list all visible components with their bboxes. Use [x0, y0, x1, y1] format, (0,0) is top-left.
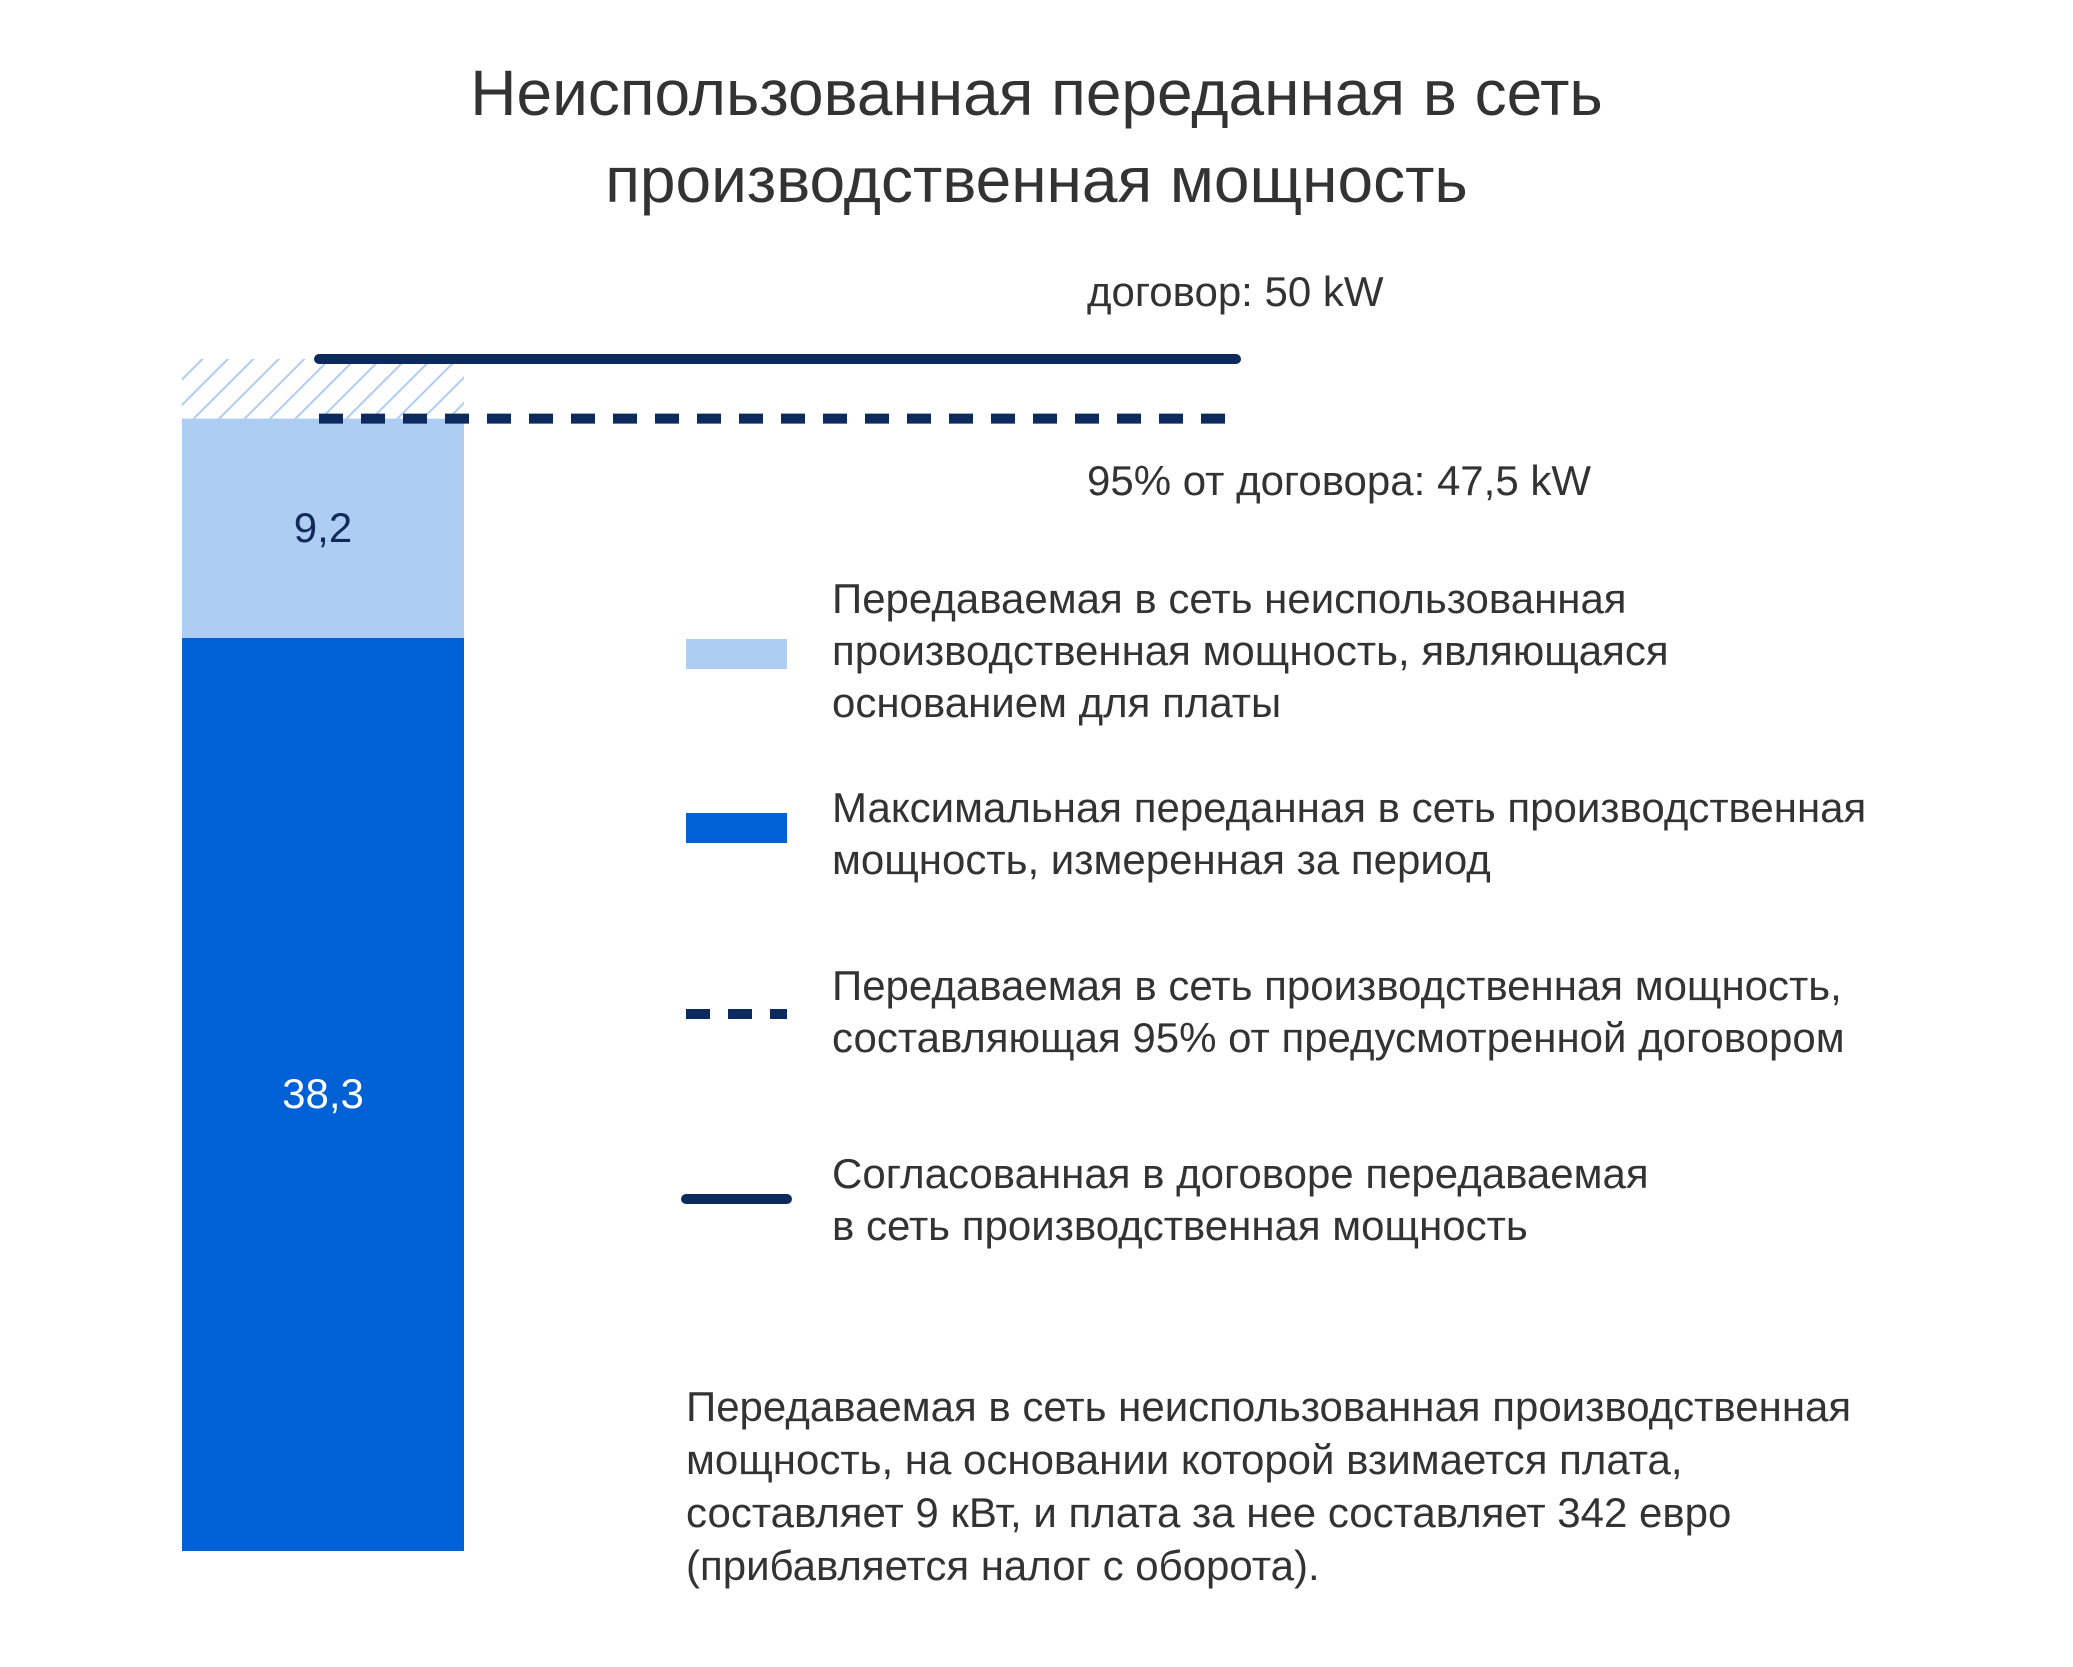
reference-label: договор: 50 kW [1087, 268, 1384, 315]
bar-segment [182, 418, 464, 638]
value-label: 9,2 [293, 504, 353, 552]
legend-swatch [686, 813, 787, 843]
reference-label: 95% от договора: 47,5 kW [1087, 456, 1591, 504]
bar-segment [182, 637, 464, 1551]
legend-label: Передаваемая в сеть производственная мощ… [832, 962, 1845, 1061]
legend-label: Максимальная переданная в сеть производс… [832, 784, 1867, 883]
legend-label: Передаваемая в сеть неиспользованная про… [832, 575, 1669, 726]
note: Передаваемая в сеть неиспользованная про… [686, 1383, 1852, 1589]
value-label: 38,3 [282, 1070, 364, 1118]
chart-title: Неиспользованная переданная в сеть произ… [470, 57, 1603, 216]
hatch-area [182, 359, 464, 419]
legend-swatch [686, 639, 787, 669]
legend-label: Согласованная в договоре передаваемая в … [832, 1150, 1649, 1249]
